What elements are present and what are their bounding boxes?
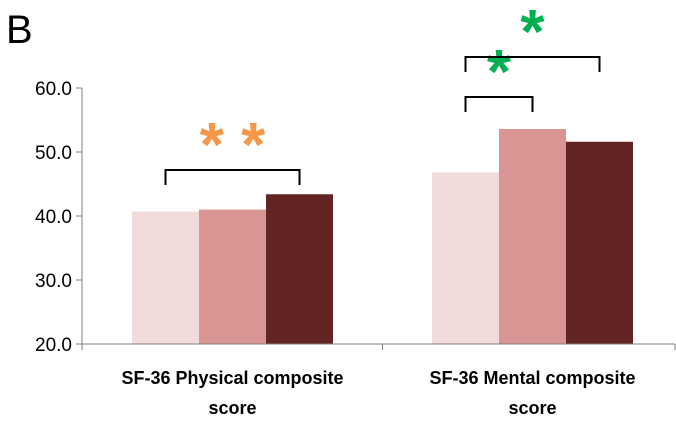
y-tick-label: 40.0 [35, 207, 72, 228]
y-tick-label: 30.0 [35, 271, 72, 292]
bar-cat0-series0 [132, 211, 199, 344]
bar-cat1-series2 [566, 141, 633, 344]
significance-marker: * [487, 38, 512, 107]
significance-bracket [464, 96, 534, 112]
bar-cat1-series1 [499, 128, 566, 344]
significance-bracket [164, 169, 301, 185]
bar-cat1-series0 [432, 172, 499, 344]
significance-marker: * * [200, 111, 266, 180]
panel-label: B [6, 8, 33, 52]
bar-cat0-series2 [266, 194, 333, 344]
x-category-label: SF-36 Mental composite score [429, 368, 635, 418]
x-category-label: SF-36 Physical composite score [121, 368, 343, 418]
x-category-label-line: score [508, 398, 556, 418]
significance-bracket [464, 56, 601, 72]
x-category-label-line: score [208, 398, 256, 418]
significance-marker: * [520, 0, 545, 67]
y-tick-label: 60.0 [35, 79, 72, 100]
x-category-label-line: SF-36 Mental composite [429, 368, 635, 388]
y-tick-label: 20.0 [35, 335, 72, 356]
y-tick-label: 50.0 [35, 143, 72, 164]
bar-cat0-series1 [199, 209, 266, 344]
x-category-label-line: SF-36 Physical composite [121, 368, 343, 388]
